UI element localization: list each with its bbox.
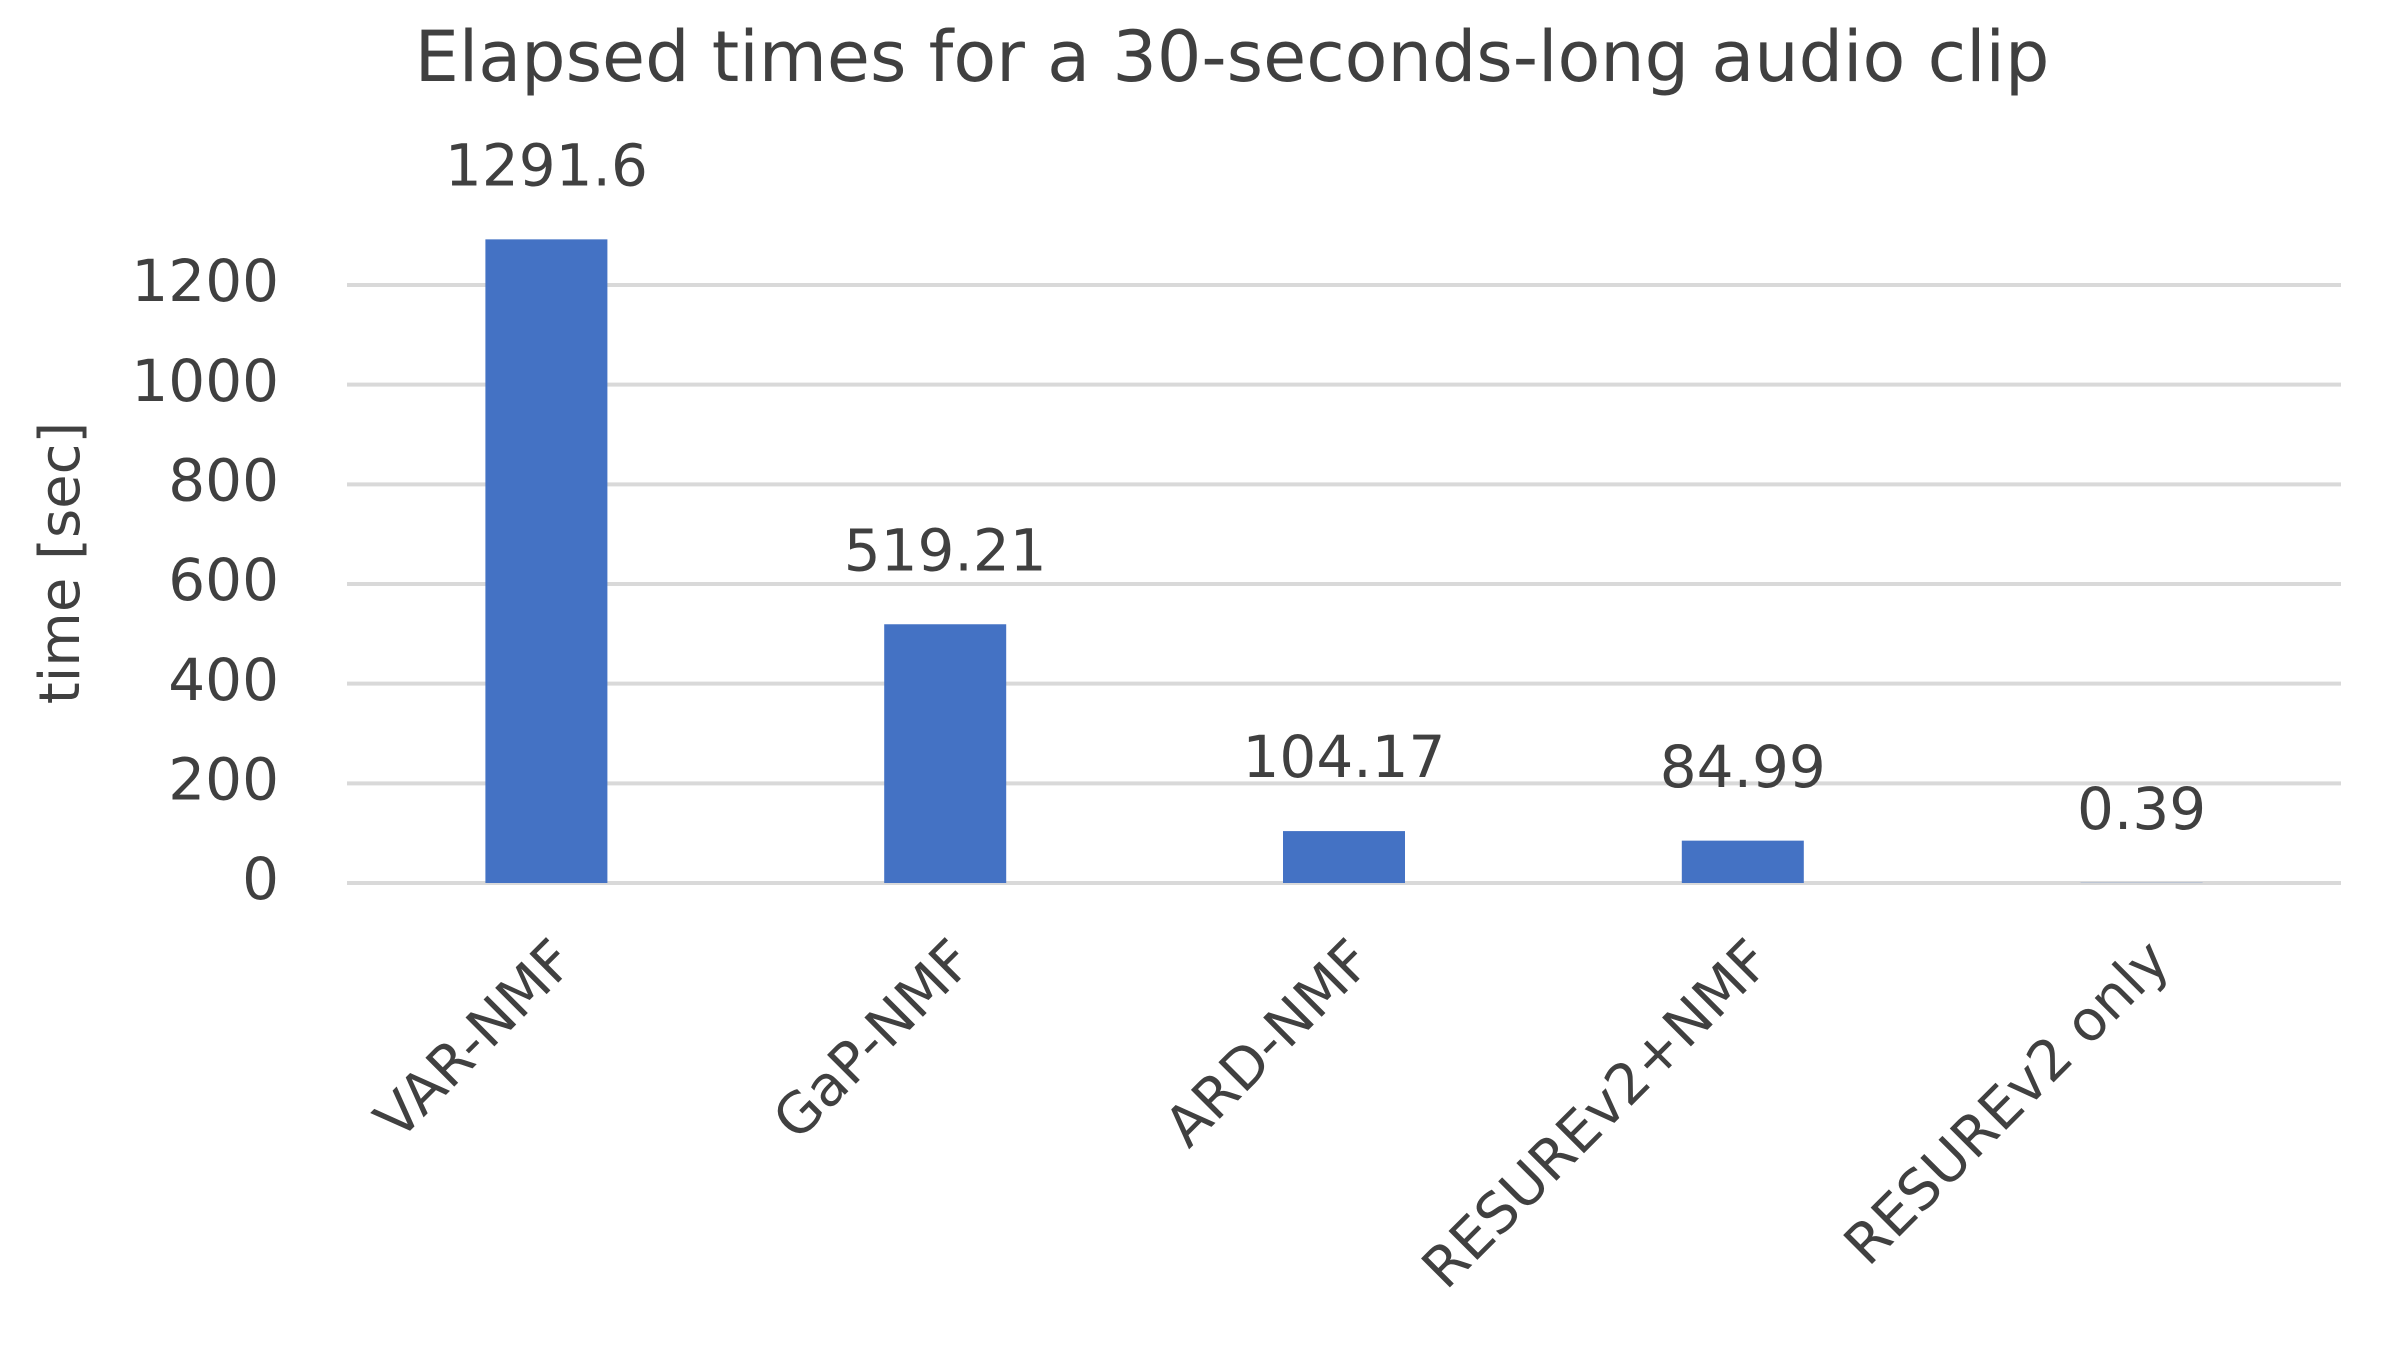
bar (1681, 840, 1804, 883)
bar (884, 624, 1007, 883)
data-label: 0.39 (2077, 775, 2206, 843)
data-label: 519.21 (844, 516, 1047, 584)
data-label: 104.17 (1243, 723, 1446, 791)
y-tick-label: 1200 (131, 247, 279, 315)
y-tick-label: 200 (168, 745, 279, 813)
y-tick-label: 600 (168, 546, 279, 614)
x-tick-label: VAR-NMF (363, 928, 587, 1152)
x-tick-label: ARD-NMF (1153, 928, 1385, 1160)
x-tick-label: GaP-NMF (761, 928, 986, 1153)
y-tick-label: 1000 (131, 347, 279, 415)
chart-title: Elapsed times for a 30-seconds-long audi… (415, 16, 2050, 98)
data-label: 84.99 (1660, 733, 1826, 801)
bar (1283, 831, 1405, 883)
x-tick-label: RESUREv2+NMF (1410, 928, 1784, 1302)
bar (485, 239, 608, 883)
y-tick-label: 800 (168, 446, 279, 514)
x-tick-label: RESUREv2 only (1832, 928, 2182, 1278)
y-tick-label: 400 (168, 646, 279, 714)
y-tick-label: 0 (242, 845, 279, 913)
data-label: 1291.6 (445, 131, 648, 199)
y-axis-label: time [sec] (28, 422, 93, 704)
